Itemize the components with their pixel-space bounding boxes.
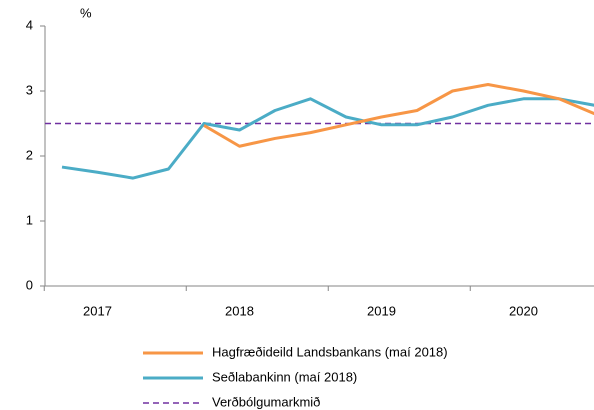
series-line bbox=[203, 83, 594, 148]
x-group-label: 2017 bbox=[83, 303, 112, 318]
y-axis-label: % bbox=[80, 5, 92, 20]
legend-label: Seðlabankinn (maí 2018) bbox=[212, 369, 357, 384]
y-tick-label: 2 bbox=[26, 147, 33, 162]
x-group-label: 2020 bbox=[509, 303, 538, 318]
y-tick-label: 1 bbox=[26, 212, 33, 227]
legend-label: Hagfræðideild Landsbankans (maí 2018) bbox=[212, 344, 448, 359]
y-tick-label: 0 bbox=[26, 277, 33, 292]
x-group-label: 2019 bbox=[367, 303, 396, 318]
y-tick-label: 3 bbox=[26, 82, 33, 97]
x-group-label: 2018 bbox=[225, 303, 254, 318]
legend-label: Verðbólgumarkmið bbox=[212, 394, 320, 409]
series-line bbox=[61, 97, 594, 180]
y-tick-label: 4 bbox=[26, 17, 33, 32]
